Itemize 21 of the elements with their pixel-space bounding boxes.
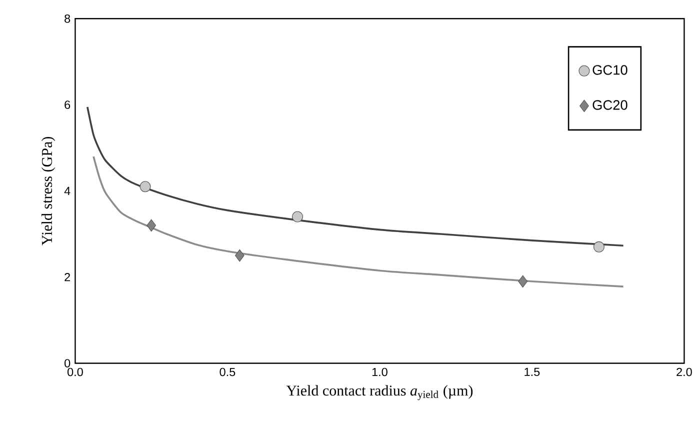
x-tick-label: 2.0 bbox=[676, 368, 692, 376]
x-tick-label: 0.5 bbox=[220, 368, 236, 376]
x-tick-label: 0.0 bbox=[68, 368, 83, 376]
point bbox=[292, 211, 303, 222]
y-tick-label: 4 bbox=[64, 186, 70, 196]
y-tick-label: 8 bbox=[64, 14, 70, 23]
x-axis-title: Yield contact radius a$_{yield}$ (µm) bbox=[286, 385, 473, 400]
point bbox=[234, 249, 244, 262]
legend-label: GC20 bbox=[592, 100, 628, 110]
y-axis-title: Yield stress (GPa) bbox=[41, 137, 56, 246]
x-tick-label: 1.5 bbox=[524, 368, 540, 376]
y-tick-label: 2 bbox=[64, 273, 70, 282]
y-tick-label: 6 bbox=[64, 100, 70, 110]
y-tick-label: 0 bbox=[64, 359, 70, 368]
legend-label: GC10 bbox=[592, 65, 628, 75]
point bbox=[518, 275, 528, 288]
point bbox=[146, 219, 156, 232]
point bbox=[593, 242, 604, 252]
x-tick-label: 1.0 bbox=[372, 368, 388, 376]
point bbox=[140, 181, 151, 192]
line-series bbox=[92, 156, 624, 288]
